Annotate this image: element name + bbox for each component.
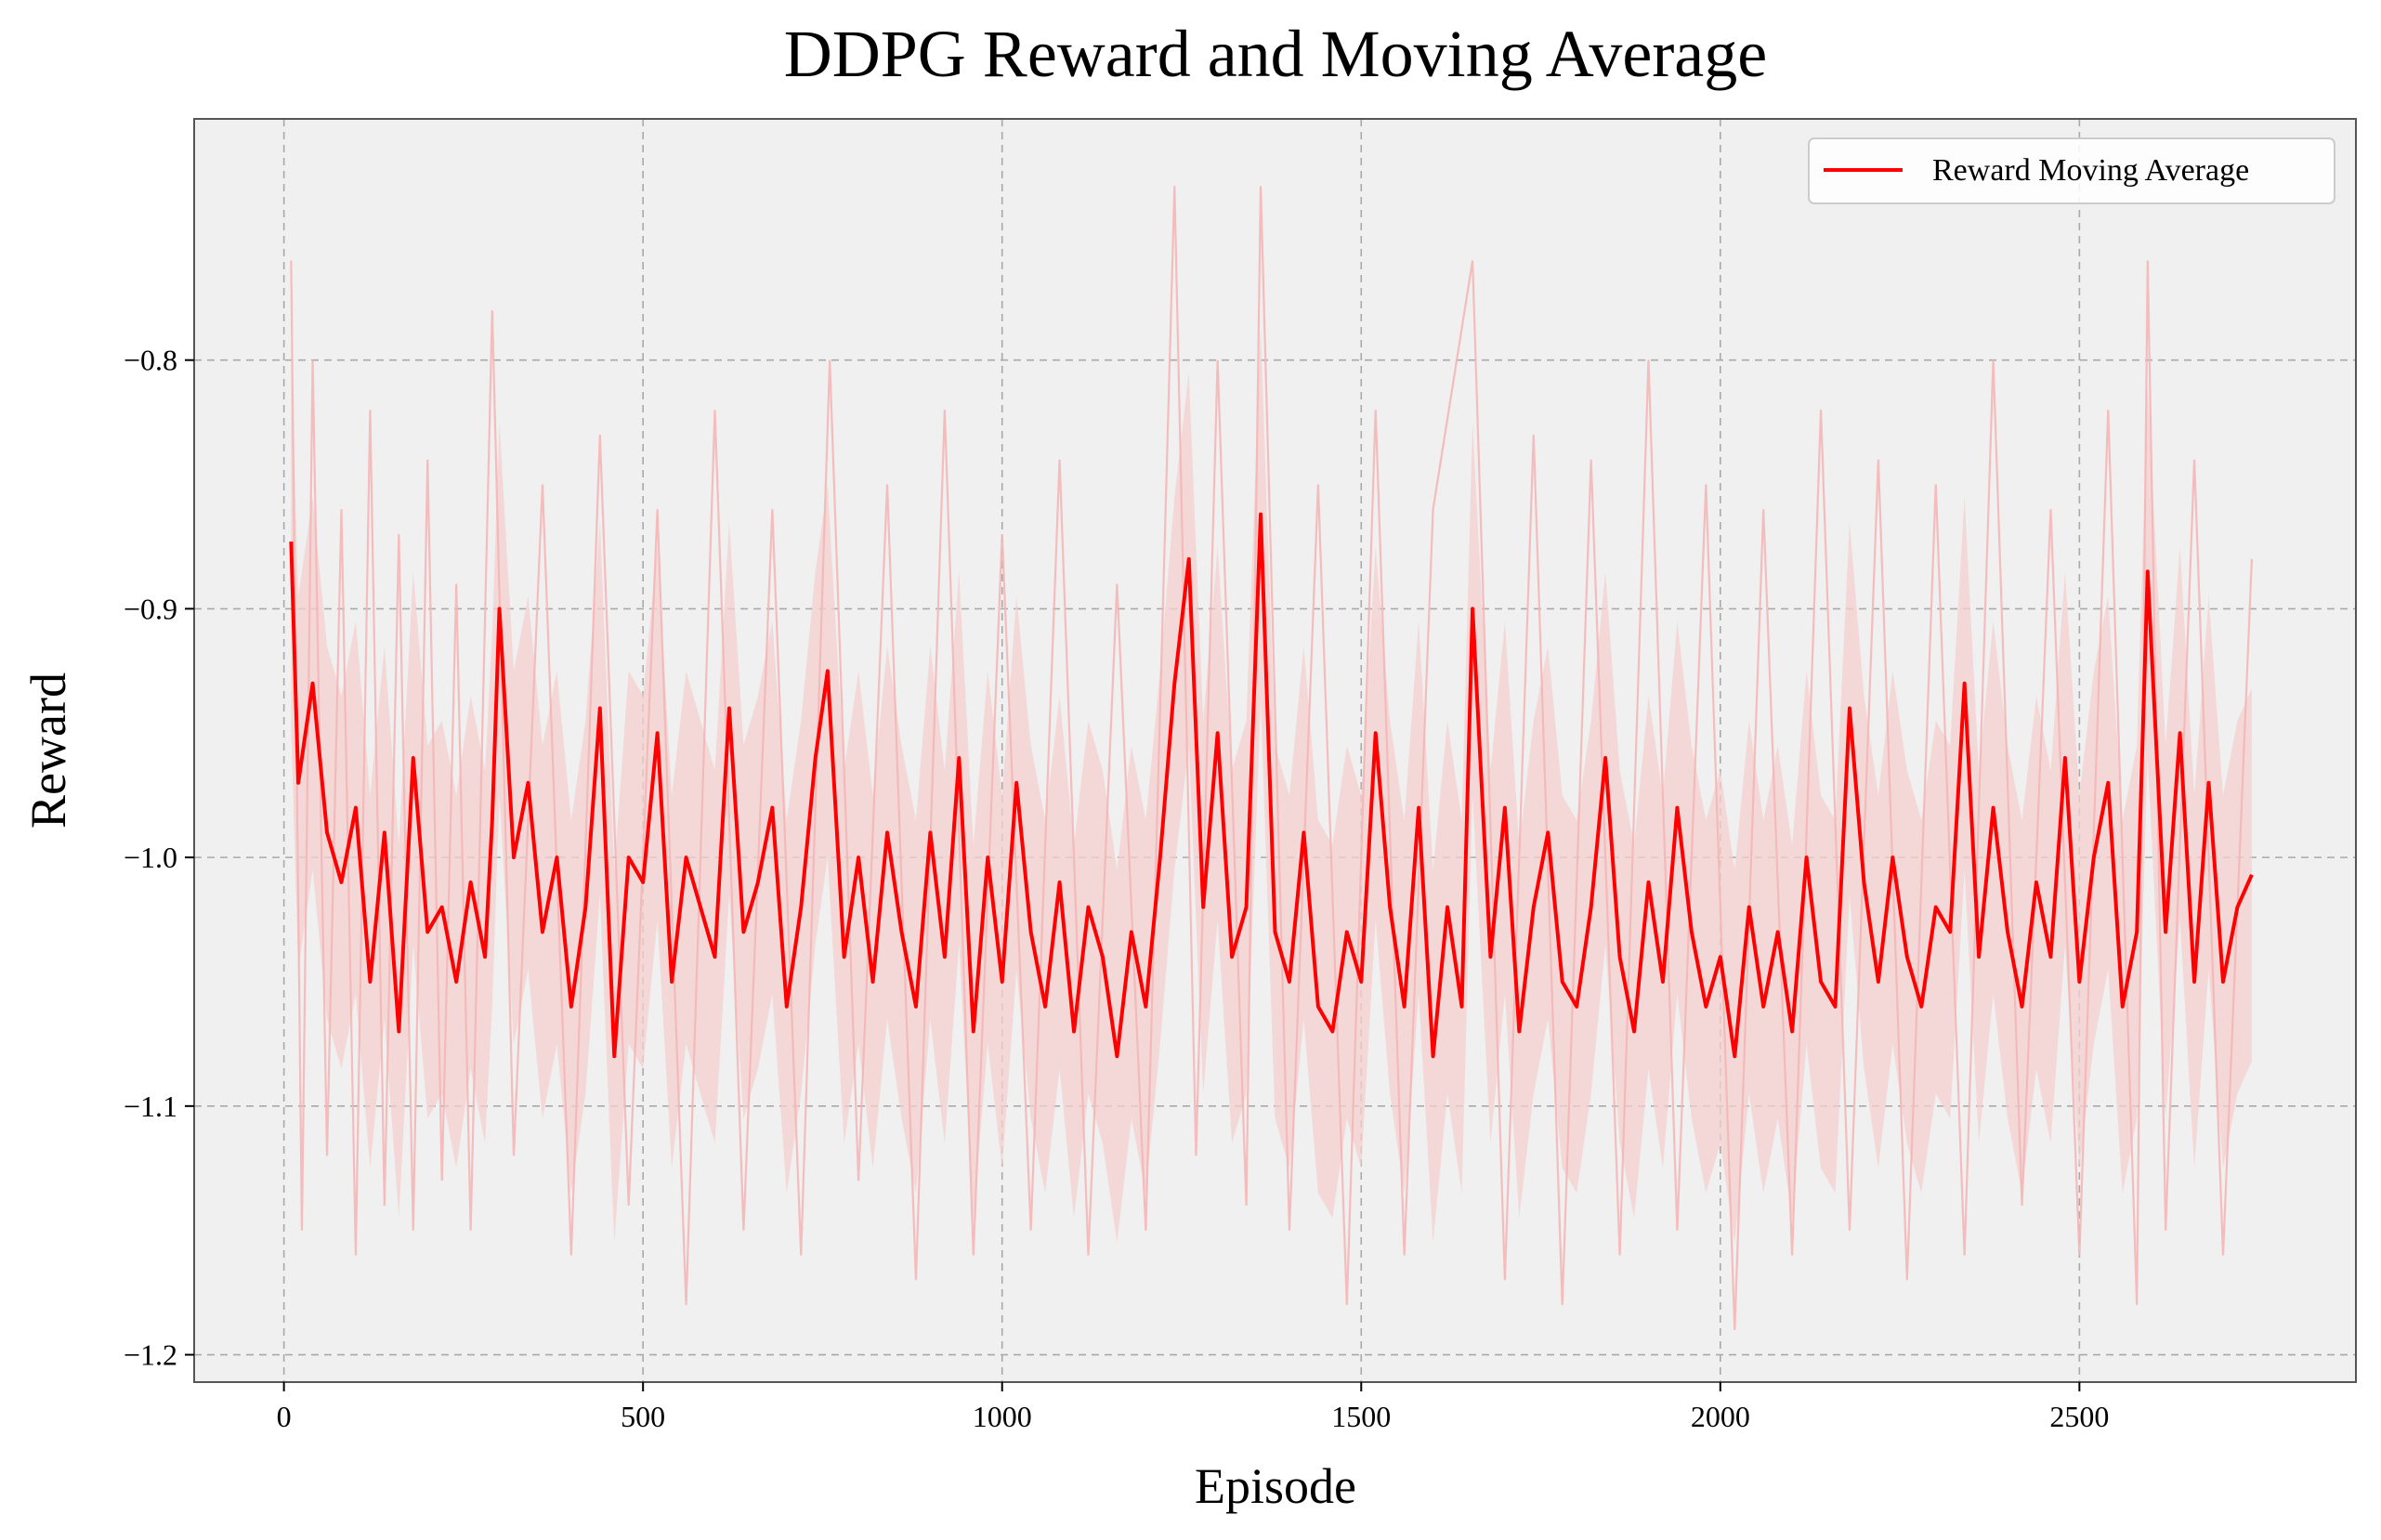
moving-average-series	[289, 512, 2254, 1059]
raw-reward-series	[290, 186, 2254, 1330]
x-axis-label: Episode	[1195, 1458, 1356, 1514]
legend-box	[1808, 137, 2335, 204]
legend: Reward Moving Average	[1808, 137, 2335, 204]
x-tick-label: 1000	[973, 1400, 1032, 1433]
y-tick-label: −1.2	[124, 1338, 177, 1372]
moving-average-line	[289, 512, 2254, 1059]
x-tick-label: 0	[277, 1400, 292, 1433]
y-tick-label: −1.0	[124, 841, 177, 874]
x-tick-label: 2500	[2049, 1400, 2109, 1433]
chart-title: DDPG Reward and Moving Average	[784, 17, 1767, 91]
raw-reward-line	[290, 186, 2254, 1330]
y-tick-label: −0.9	[124, 592, 177, 625]
y-tick-label: −0.8	[124, 344, 177, 377]
x-axis-ticks: 0 500 1000 1500 2000 2500	[277, 1382, 2109, 1433]
y-tick-label: −1.1	[124, 1090, 177, 1123]
x-tick-label: 2000	[1691, 1400, 1750, 1433]
plot-frame	[193, 118, 2357, 1383]
y-axis-ticks: −0.8 −0.9 −1.0 −1.1 −1.2	[124, 344, 194, 1372]
x-tick-label: 1500	[1331, 1400, 1391, 1433]
x-tick-label: 500	[621, 1400, 665, 1433]
y-axis-label: Reward	[20, 672, 76, 829]
legend-label: Reward Moving Average	[1932, 153, 2249, 188]
